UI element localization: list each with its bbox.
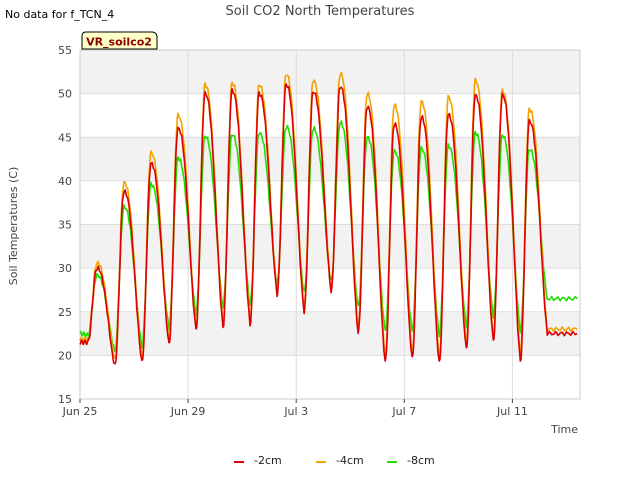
legend-label: -4cm [336, 454, 364, 467]
legend-label: -2cm [254, 454, 282, 467]
background-band [80, 137, 580, 181]
legend: -2cm -4cm -8cm [234, 454, 435, 467]
badge-box [81, 31, 158, 50]
x-axis-label: Time [550, 423, 578, 436]
series-line-minus-4cm [79, 71, 578, 360]
y-tick-label: 25 [58, 306, 72, 319]
y-axis-ticks: 15 20 25 30 35 40 45 50 55 [58, 44, 72, 406]
legend-item-minus-8cm: -8cm [387, 454, 435, 467]
y-tick-label: 15 [58, 393, 72, 406]
y-axis-label: Soil Temperatures (C) [7, 167, 20, 286]
series-line-minus-2cm [79, 83, 578, 365]
badge-label: VR_soilco2 [86, 36, 152, 49]
y-tick-label: 20 [58, 349, 72, 362]
background-band [80, 224, 580, 269]
legend-item-minus-4cm: -4cm [316, 454, 364, 467]
badge: VR_soilco2 [81, 31, 158, 50]
y-tick-label: 35 [58, 219, 72, 232]
y-tick-label: 50 [58, 88, 72, 101]
x-tick-label: Jul 7 [391, 405, 416, 418]
x-tick-label: Jun 25 [62, 405, 98, 418]
chart-title: Soil CO2 North Temperatures [226, 4, 415, 19]
y-tick-label: 45 [58, 131, 72, 144]
y-tick-label: 40 [58, 175, 72, 188]
background-band [80, 311, 580, 356]
y-tick-label: 30 [58, 262, 72, 275]
legend-item-minus-2cm: -2cm [234, 454, 282, 467]
legend-label: -8cm [407, 454, 435, 467]
x-tick-label: Jun 29 [170, 405, 206, 418]
x-tick-label: Jul 11 [496, 405, 528, 418]
background-band [80, 50, 580, 94]
x-axis-ticks: Jun 25 Jun 29 Jul 3 Jul 7 Jul 11 [62, 399, 528, 418]
y-tick-label: 55 [58, 44, 72, 57]
plot-frame [79, 49, 581, 400]
series-line-minus-8cm [79, 120, 578, 353]
no-data-note: No data for f_TCN_4 [5, 8, 114, 21]
x-tick-label: Jul 3 [283, 405, 308, 418]
series-lines [79, 71, 578, 365]
